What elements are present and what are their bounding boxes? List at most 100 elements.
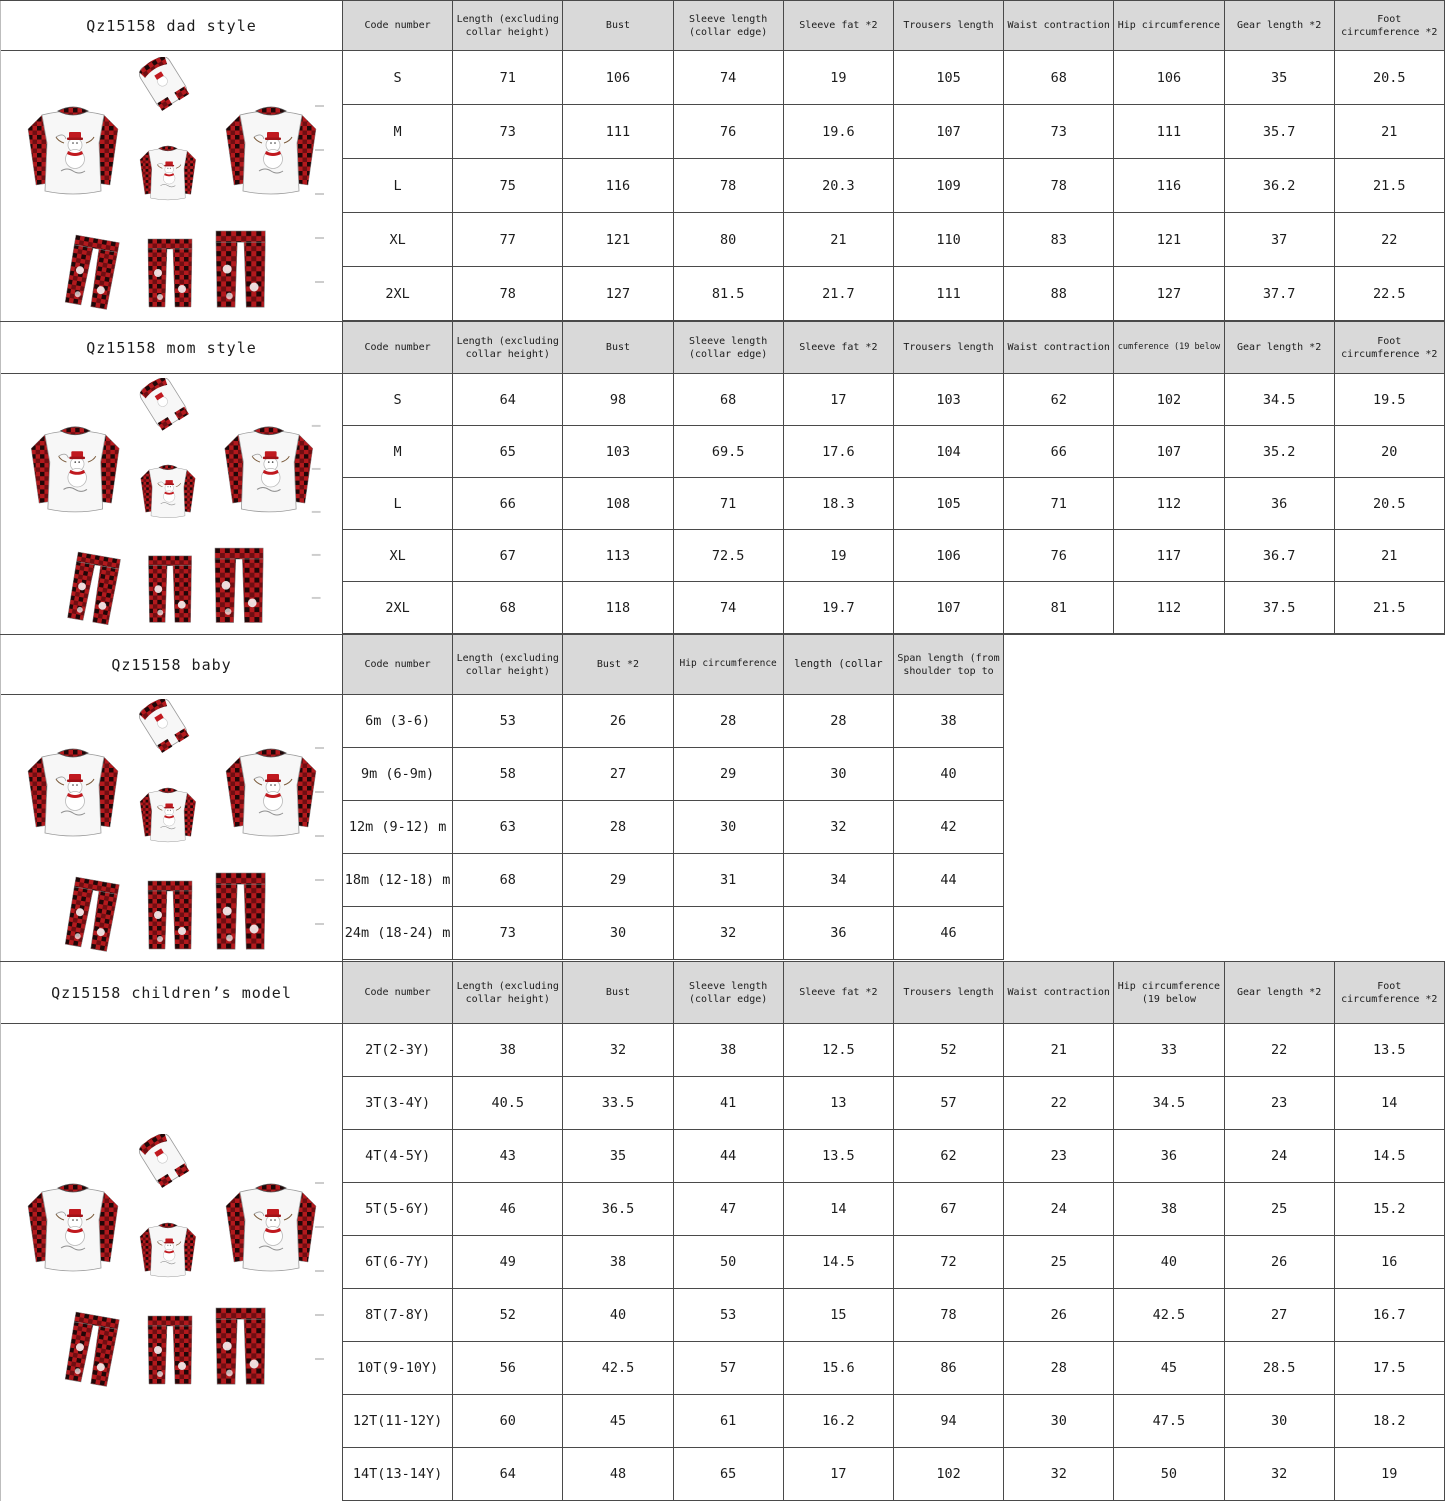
table-cell: 15 [783, 1289, 894, 1342]
table-cell: 19 [1334, 1448, 1445, 1501]
table-cell: 49 [453, 1236, 564, 1289]
table-cell: 35 [563, 1130, 674, 1183]
table-cell: 57 [673, 1342, 784, 1395]
table-cell: 113 [563, 530, 674, 582]
size-code-cell: 12m (9-12) m [343, 801, 454, 854]
table-cell: 34 [783, 854, 894, 907]
plaid-pants-image [63, 1311, 120, 1387]
column-header: Span length (from shoulder top to [893, 635, 1005, 695]
table-cell: 38 [453, 1024, 564, 1077]
table-cell: 81 [1004, 582, 1115, 634]
table-cell: 35 [1224, 51, 1335, 105]
adult-shirt-image [30, 426, 120, 513]
table-cell: 107 [893, 105, 1005, 159]
table-cell: 47 [673, 1183, 784, 1236]
plaid-pants-image [214, 230, 266, 308]
tick-dashes [311, 424, 321, 599]
table-cell: 118 [563, 582, 674, 634]
table-cell: 81.5 [673, 267, 784, 321]
size-code-cell: 3T(3-4Y) [343, 1077, 454, 1130]
table-cell: 121 [563, 213, 674, 267]
table-cell: 102 [1114, 374, 1225, 426]
table-cell: 102 [893, 1448, 1005, 1501]
section-title: Qz15158 mom style [86, 338, 257, 357]
table-cell: 30 [1224, 1395, 1335, 1448]
table-cell: 50 [673, 1236, 784, 1289]
plaid-pants-image [147, 1315, 192, 1384]
adult-shirt-image [225, 748, 316, 837]
table-cell: 127 [563, 267, 674, 321]
plaid-pants-image [63, 876, 120, 953]
baby-romper-image [134, 699, 191, 754]
section-left-column: Qz15158 children’s model [0, 962, 342, 1501]
table-cell: 116 [1114, 159, 1225, 213]
section-title-cell: Qz15158 dad style [1, 1, 342, 51]
table-cell: 40 [563, 1289, 674, 1342]
table-cell: 74 [673, 582, 784, 634]
section-title-cell: Qz15158 mom style [1, 322, 342, 374]
size-code-cell: 10T(9-10Y) [343, 1342, 454, 1395]
section-left-column: Qz15158 dad style [0, 1, 342, 321]
column-header: Code number [343, 322, 454, 374]
table-cell: 72 [893, 1236, 1005, 1289]
size-code-cell: XL [343, 213, 454, 267]
table-cell: 28 [783, 695, 894, 748]
column-header: Hip circumference [673, 635, 784, 695]
size-code-cell: 6T(6-7Y) [343, 1236, 454, 1289]
column-header: Waist contraction [1004, 962, 1115, 1024]
table-cell: 31 [673, 854, 784, 907]
table-cell: 83 [1004, 213, 1115, 267]
table-cell: 106 [1114, 51, 1225, 105]
table-cell: 21.5 [1334, 582, 1445, 634]
table-cell: 19 [783, 51, 894, 105]
table-cell: 26 [563, 695, 674, 748]
table-cell: 50 [1114, 1448, 1225, 1501]
table-cell: 22 [1004, 1077, 1115, 1130]
column-header: Bust [563, 322, 674, 374]
table-cell: 42 [893, 801, 1005, 854]
column-header: Hip circumference (19 below [1114, 962, 1225, 1024]
table-cell: 80 [673, 213, 784, 267]
column-header: Sleeve length (collar edge) [673, 962, 784, 1024]
size-table: Code number Length (excluding collar heig… [342, 322, 1445, 634]
table-cell: 21 [1334, 530, 1445, 582]
table-cell: 107 [1114, 426, 1225, 478]
table-cell: 64 [453, 374, 564, 426]
table-cell: 64 [453, 1448, 564, 1501]
section-left-column: Qz15158 baby [0, 635, 342, 961]
table-cell: 17.6 [783, 426, 894, 478]
table-cell: 20 [1334, 426, 1445, 478]
table-cell: 32 [1224, 1448, 1335, 1501]
table-cell: 15.6 [783, 1342, 894, 1395]
table-cell: 116 [563, 159, 674, 213]
size-code-cell: S [343, 51, 454, 105]
table-cell: 38 [673, 1024, 784, 1077]
table-cell: 103 [563, 426, 674, 478]
product-photo [1, 374, 342, 634]
size-code-cell: 4T(4-5Y) [343, 1130, 454, 1183]
column-header: Sleeve length (collar edge) [673, 1, 784, 51]
table-cell: 25 [1004, 1236, 1115, 1289]
column-header: Length (excluding collar height) [453, 635, 564, 695]
column-header: Gear length *2 [1224, 962, 1335, 1024]
table-cell: 48 [563, 1448, 674, 1501]
table-cell: 18.3 [783, 478, 894, 530]
table-cell: 67 [453, 530, 564, 582]
table-cell: 60 [453, 1395, 564, 1448]
table-cell: 77 [453, 213, 564, 267]
table-cell: 17.5 [1334, 1342, 1445, 1395]
size-code-cell: 14T(13-14Y) [343, 1448, 454, 1501]
table-cell: 32 [673, 907, 784, 960]
table-cell: 38 [1114, 1183, 1225, 1236]
pajama-set-image [27, 57, 324, 311]
table-cell: 108 [563, 478, 674, 530]
table-cell: 29 [673, 748, 784, 801]
table-cell: 29 [563, 854, 674, 907]
table-cell: 71 [1004, 478, 1115, 530]
table-cell: 65 [453, 426, 564, 478]
table-cell: 78 [1004, 159, 1115, 213]
kid-shirt-image [139, 1222, 196, 1277]
table-cell: 44 [893, 854, 1005, 907]
adult-shirt-image [225, 106, 316, 195]
table-cell: 98 [563, 374, 674, 426]
